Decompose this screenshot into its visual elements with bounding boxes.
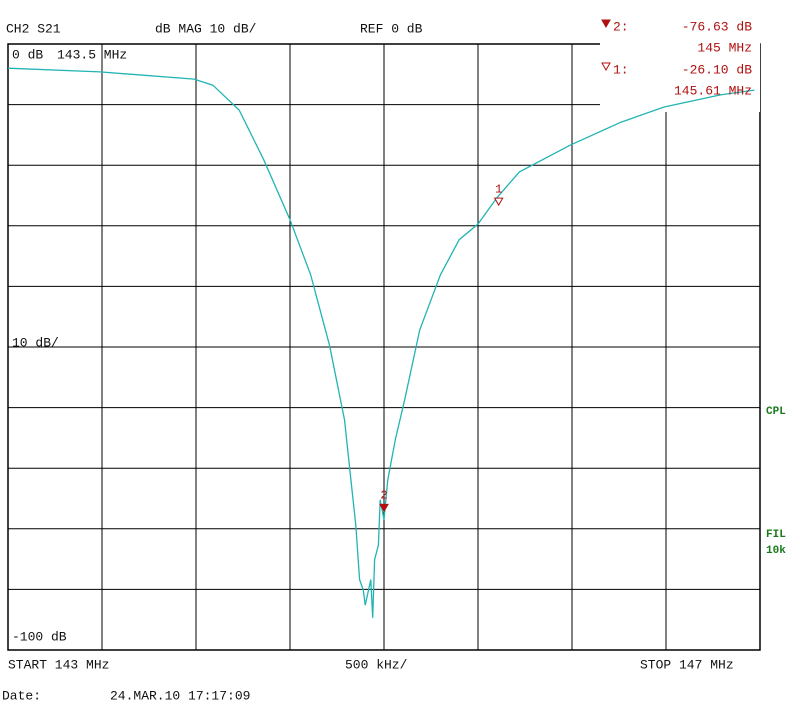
bottom-label: -100 dB xyxy=(12,629,67,644)
readout-index: 2: xyxy=(613,19,629,34)
plot-frame xyxy=(7,43,761,651)
marker-label: 1 xyxy=(495,182,502,196)
reference: REF 0 dB xyxy=(360,21,423,36)
readout-index: 1: xyxy=(613,62,629,77)
cpl-label: CPL xyxy=(766,406,786,418)
readout-icon xyxy=(601,62,611,72)
top-label: 0 dB xyxy=(12,47,43,62)
marker xyxy=(379,503,389,513)
start: START 143 MHz xyxy=(8,657,109,672)
stop: STOP 147 MHz xyxy=(640,657,734,672)
readout-box xyxy=(600,8,760,112)
span: 500 kHz/ xyxy=(345,657,408,672)
grid xyxy=(8,44,760,650)
date: 24.MAR.10 17:17:09 xyxy=(110,688,250,703)
marker-label: 2 xyxy=(380,489,387,503)
ifbw-label: 10k xyxy=(766,545,786,557)
format: dB MAG 10 dB/ xyxy=(155,21,257,36)
trace xyxy=(7,67,755,618)
readout-db: -76.63 dB xyxy=(682,19,752,34)
fil-label: FIL xyxy=(766,529,786,541)
channel: CH2 S21 xyxy=(6,21,61,36)
readout-freq: 145.61 MHz xyxy=(674,83,752,98)
top-freq: 143.5 MHz xyxy=(57,47,127,62)
marker xyxy=(493,197,504,207)
readout-icon xyxy=(601,19,611,29)
readout-freq: 145 MHz xyxy=(697,40,752,55)
readout-db: -26.10 dB xyxy=(682,62,752,77)
date-label: Date: xyxy=(2,688,41,703)
scale-label: 10 dB/ xyxy=(12,335,59,350)
